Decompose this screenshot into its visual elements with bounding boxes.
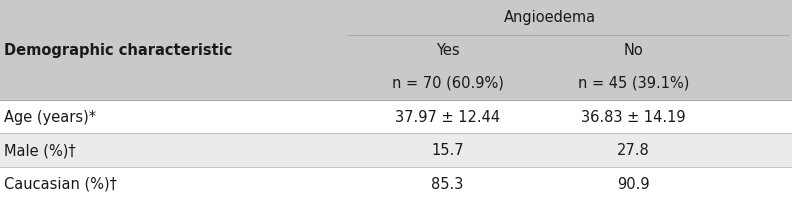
- Text: n = 70 (60.9%): n = 70 (60.9%): [391, 75, 504, 90]
- Text: Demographic characteristic: Demographic characteristic: [4, 43, 232, 57]
- Bar: [0, 133, 792, 167]
- Text: 36.83 ± 14.19: 36.83 ± 14.19: [581, 109, 686, 124]
- Bar: [0, 0, 792, 100]
- Text: 37.97 ± 12.44: 37.97 ± 12.44: [395, 109, 500, 124]
- Text: Caucasian (%)†: Caucasian (%)†: [4, 176, 117, 191]
- Bar: [0, 100, 792, 133]
- Text: Yes: Yes: [436, 43, 459, 57]
- Text: Angioedema: Angioedema: [505, 10, 596, 25]
- Text: Age (years)*: Age (years)*: [4, 109, 96, 124]
- Text: No: No: [624, 43, 643, 57]
- Text: Male (%)†: Male (%)†: [4, 143, 75, 157]
- Text: 85.3: 85.3: [432, 176, 463, 191]
- Text: 27.8: 27.8: [617, 143, 650, 157]
- Text: n = 45 (39.1%): n = 45 (39.1%): [578, 75, 689, 90]
- Text: 15.7: 15.7: [431, 143, 464, 157]
- Bar: [0, 167, 792, 200]
- Text: 90.9: 90.9: [617, 176, 650, 191]
